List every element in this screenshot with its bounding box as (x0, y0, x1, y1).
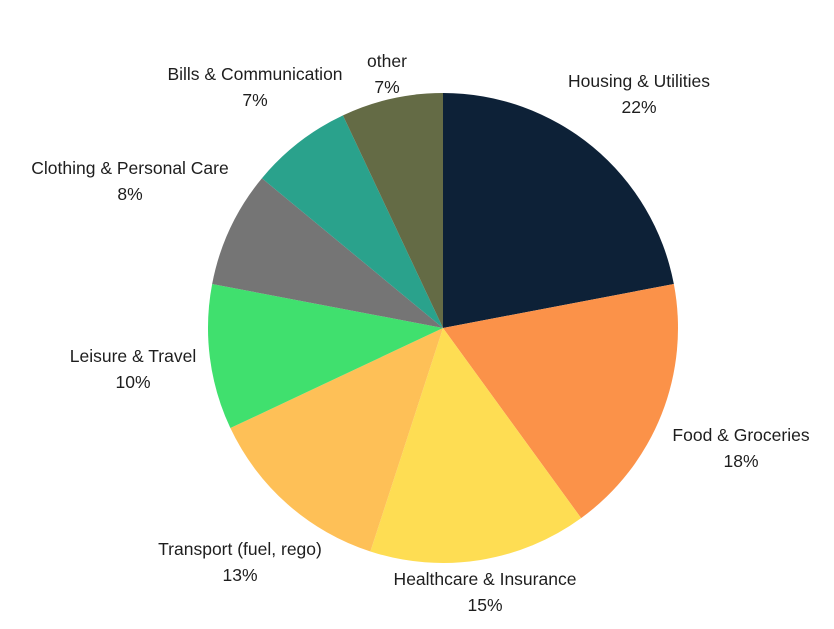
pie-label-percent: 22% (621, 97, 657, 117)
pie-label-text: Clothing & Personal Care (31, 158, 229, 178)
pie-label-housing-utilities: Housing & Utilities 22% (568, 68, 710, 120)
pie-label-text: Food & Groceries (672, 425, 810, 445)
pie-label-percent: 13% (222, 565, 258, 585)
pie-label-text: Transport (fuel, rego) (158, 539, 322, 559)
pie-label-text: Healthcare & Insurance (393, 569, 577, 589)
pie-label-percent: 7% (374, 77, 400, 97)
pie-label-food-groceries: Food & Groceries 18% (672, 422, 809, 474)
pie-label-percent: 18% (723, 451, 759, 471)
pie-label-other: other 7% (367, 48, 407, 100)
pie-label-text: Bills & Communication (167, 64, 343, 84)
pie-slice-clothing-personal-care (212, 178, 443, 328)
pie-slice-transport-fuel-rego (230, 328, 443, 552)
pie-label-text: other (367, 51, 407, 71)
pie-slice-housing-utilities (443, 93, 674, 328)
pie-label-text: Housing & Utilities (568, 71, 710, 91)
pie-label-bills-communication: Bills & Communication 7% (167, 61, 342, 113)
pie-label-percent: 7% (242, 90, 268, 110)
pie-label-leisure-travel: Leisure & Travel 10% (70, 343, 196, 395)
pie-slice-food-groceries (443, 283, 679, 519)
pie-slice-bills-communication (261, 115, 443, 329)
pie-label-clothing-personal-care: Clothing & Personal Care 8% (31, 155, 228, 207)
pie-label-percent: 8% (117, 184, 143, 204)
pie-slice-healthcare-insurance (370, 328, 582, 564)
pie-label-healthcare-insurance: Healthcare & Insurance 15% (394, 566, 577, 618)
pie-slice-other (342, 93, 443, 328)
pie-label-percent: 10% (115, 372, 151, 392)
pie-label-text: Leisure & Travel (69, 346, 197, 366)
pie-label-transport-fuel-rego: Transport (fuel, rego) 13% (158, 536, 322, 588)
pie-slice-leisure-travel (207, 283, 443, 429)
pie-label-percent: 15% (467, 595, 503, 615)
